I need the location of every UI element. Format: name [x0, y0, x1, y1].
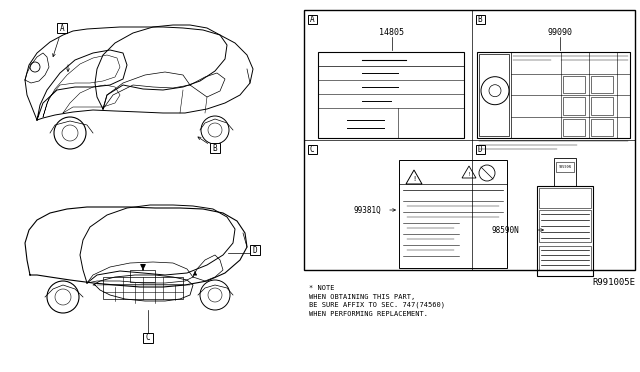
Bar: [539, 210, 591, 242]
Bar: [479, 54, 509, 136]
Bar: [210, 143, 220, 153]
Text: !: !: [412, 176, 416, 182]
Bar: [591, 76, 613, 93]
Bar: [318, 52, 464, 138]
Bar: [591, 97, 613, 115]
Bar: [563, 97, 586, 115]
Bar: [476, 15, 484, 23]
Bar: [591, 119, 613, 136]
Text: 98590N: 98590N: [492, 225, 520, 234]
Text: B: B: [212, 144, 218, 153]
Bar: [57, 23, 67, 33]
Bar: [563, 76, 586, 93]
Bar: [539, 246, 591, 270]
Text: !: !: [467, 171, 470, 176]
Bar: [477, 52, 630, 138]
Bar: [554, 158, 576, 186]
Bar: [250, 245, 260, 255]
Text: C: C: [310, 144, 314, 154]
Bar: [476, 144, 484, 154]
Bar: [143, 333, 153, 343]
Bar: [103, 277, 183, 299]
Bar: [539, 188, 591, 208]
Bar: [307, 15, 317, 23]
Text: 99090: 99090: [547, 28, 573, 36]
Text: D: D: [477, 144, 483, 154]
Text: A: A: [310, 15, 314, 23]
Bar: [556, 162, 574, 172]
Text: 99381Q: 99381Q: [354, 205, 381, 215]
Text: 98590N: 98590N: [559, 165, 572, 169]
Bar: [563, 119, 586, 136]
Text: R991005E: R991005E: [592, 278, 635, 287]
Text: D: D: [253, 246, 257, 254]
Bar: [537, 186, 593, 276]
Text: 14805: 14805: [380, 28, 404, 36]
Bar: [399, 160, 507, 268]
Text: A: A: [60, 23, 64, 32]
Bar: [307, 144, 317, 154]
Bar: [304, 10, 635, 270]
Text: * NOTE
WHEN OBTAINING THIS PART,
BE SURE AFFIX TO SEC. 747(74560)
WHEN PERFORMIN: * NOTE WHEN OBTAINING THIS PART, BE SURE…: [309, 285, 445, 317]
Bar: [130, 270, 155, 282]
Text: C: C: [146, 334, 150, 343]
Text: B: B: [477, 15, 483, 23]
